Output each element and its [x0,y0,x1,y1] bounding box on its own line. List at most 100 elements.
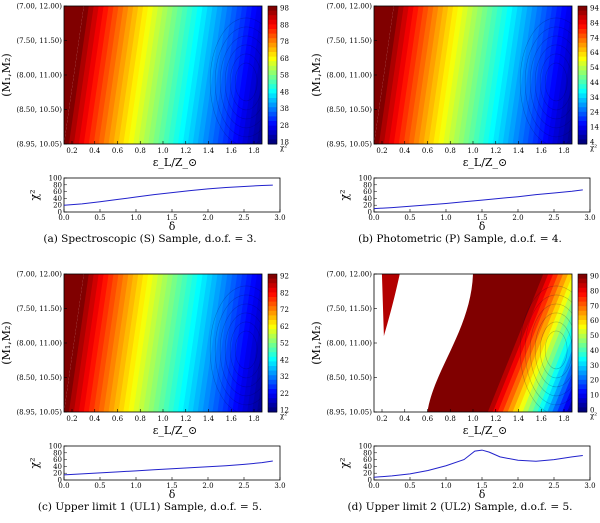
contour-line [229,53,262,111]
contour-band [138,274,164,412]
contour-line [214,294,262,406]
contour-band [64,274,84,412]
colorbar-segment [578,283,587,289]
colorbar-tick-label: 30 [590,362,599,370]
colorbar-segment [268,333,277,339]
line-x-tick-label: 3.0 [274,482,285,490]
line-y-tick-label: 40 [53,463,62,471]
colorbar-segment [578,88,587,94]
panel-b: 0.2 0.4 0.6 0.8 1.0 1.2 1.4 1.6 1.8 (7.00, 12.00)… [310,3,599,246]
colorbar-segment [578,389,587,395]
contour-band [247,40,262,144]
contour-band [492,274,555,412]
colorbar-segment [578,19,587,25]
colorbar-tick-label: 38 [280,105,289,113]
contour-band [418,6,445,144]
contour-band [103,274,130,412]
colorbar-tick-label: 10 [590,392,599,400]
contour-band [153,274,179,412]
line-y-tick-label: 60 [53,456,62,464]
contour-band [93,6,120,144]
line-y-tick-label: 40 [363,195,372,203]
y-axis-label: (M₁,M₂) [310,321,323,364]
line-x-tick-label: 1.0 [130,482,141,490]
line-plot-frame [373,445,591,481]
contour-band [463,6,489,144]
colorbar-segment [578,407,587,413]
contour-line [544,330,568,370]
contour-band [522,6,549,144]
x-tick-label: 1.8 [558,147,569,155]
colorbar-tick-label: 80 [590,287,599,295]
contour-band [93,274,120,412]
contour-band [187,6,214,144]
contour-band [453,6,479,144]
colorbar-tick-label: 78 [280,38,289,46]
x-tick-label: 1.4 [203,147,215,155]
contour-band [98,274,125,412]
colorbar-segment [268,375,277,381]
colorbar-segment [578,338,587,344]
y-tick-label: (7.00, 12.00) [326,3,372,11]
contour-band [133,6,160,144]
contour-band [227,274,254,412]
colorbar-segment [578,116,587,122]
contour-band [567,399,572,412]
x-tick-label: 0.2 [376,415,387,423]
colorbar-segment [268,116,277,122]
contour-band [108,274,135,412]
colorbar-segment [268,70,277,76]
line-x-tick-label: 0.0 [368,482,379,490]
line-x-tick-label: 2.5 [548,214,559,222]
colorbar-tick-label: 44 [590,79,599,87]
line-x-tick-label: 0.5 [404,482,415,490]
x-tick-label: 0.8 [135,147,146,155]
colorbar-frame [267,5,278,145]
line-y-axis-label: χ² [338,189,351,200]
colorbar-tick-label: 48 [280,88,289,96]
line-y-tick-label: 80 [363,181,372,189]
colorbar-segment [268,306,277,312]
colorbar-segment [268,15,277,21]
contour-band [257,377,262,412]
contour-band [88,274,115,412]
contour-band [547,350,572,412]
contour-line [534,44,572,120]
contour-band [64,274,90,412]
x-tick-label: 0.4 [89,147,101,155]
colorbar-segment [268,61,277,67]
panel-caption: (b) Photometric (P) Sample, d.o.f. = 4. [358,233,562,245]
x-tick-label: 1.2 [490,415,501,423]
colorbar-segment [578,398,587,404]
x-tick-label: 1.6 [536,147,548,155]
contour-band [393,6,420,144]
contour-band [443,6,470,144]
contour-band [468,274,530,412]
colorbar-tick-label: 84 [590,19,599,27]
x-tick-label: 1.2 [180,415,191,423]
line-y-tick-label: 100 [49,175,62,183]
line-y-tick-label: 0 [58,209,62,217]
colorbar-tick-label: 62 [280,323,289,331]
contour-band [237,274,262,412]
colorbar-label: χ² [280,144,287,152]
line-x-tick-label: 1.5 [476,482,487,490]
colorbar-tick-label: 22 [280,390,289,398]
y-tick-label: (8.95, 10.05) [326,409,372,417]
y-axis-label: (M₁,M₂) [0,321,13,364]
contour-band [232,6,259,144]
line-x-tick-label: 1.0 [440,214,451,222]
contour-band [217,274,244,412]
colorbar-tick-label: 20 [590,377,599,385]
line-y-tick-label: 80 [53,449,62,457]
contour-line [544,62,568,102]
colorbar-segment [268,347,277,353]
line-plot-frame [63,177,281,213]
colorbar-tick-label: 68 [280,55,289,63]
contour-band [167,6,194,144]
colorbar-segment [268,274,277,280]
line-x-axis-label: δ [169,488,176,501]
contour-band [463,274,525,412]
contour-band [133,274,160,412]
contour-band [552,362,572,412]
